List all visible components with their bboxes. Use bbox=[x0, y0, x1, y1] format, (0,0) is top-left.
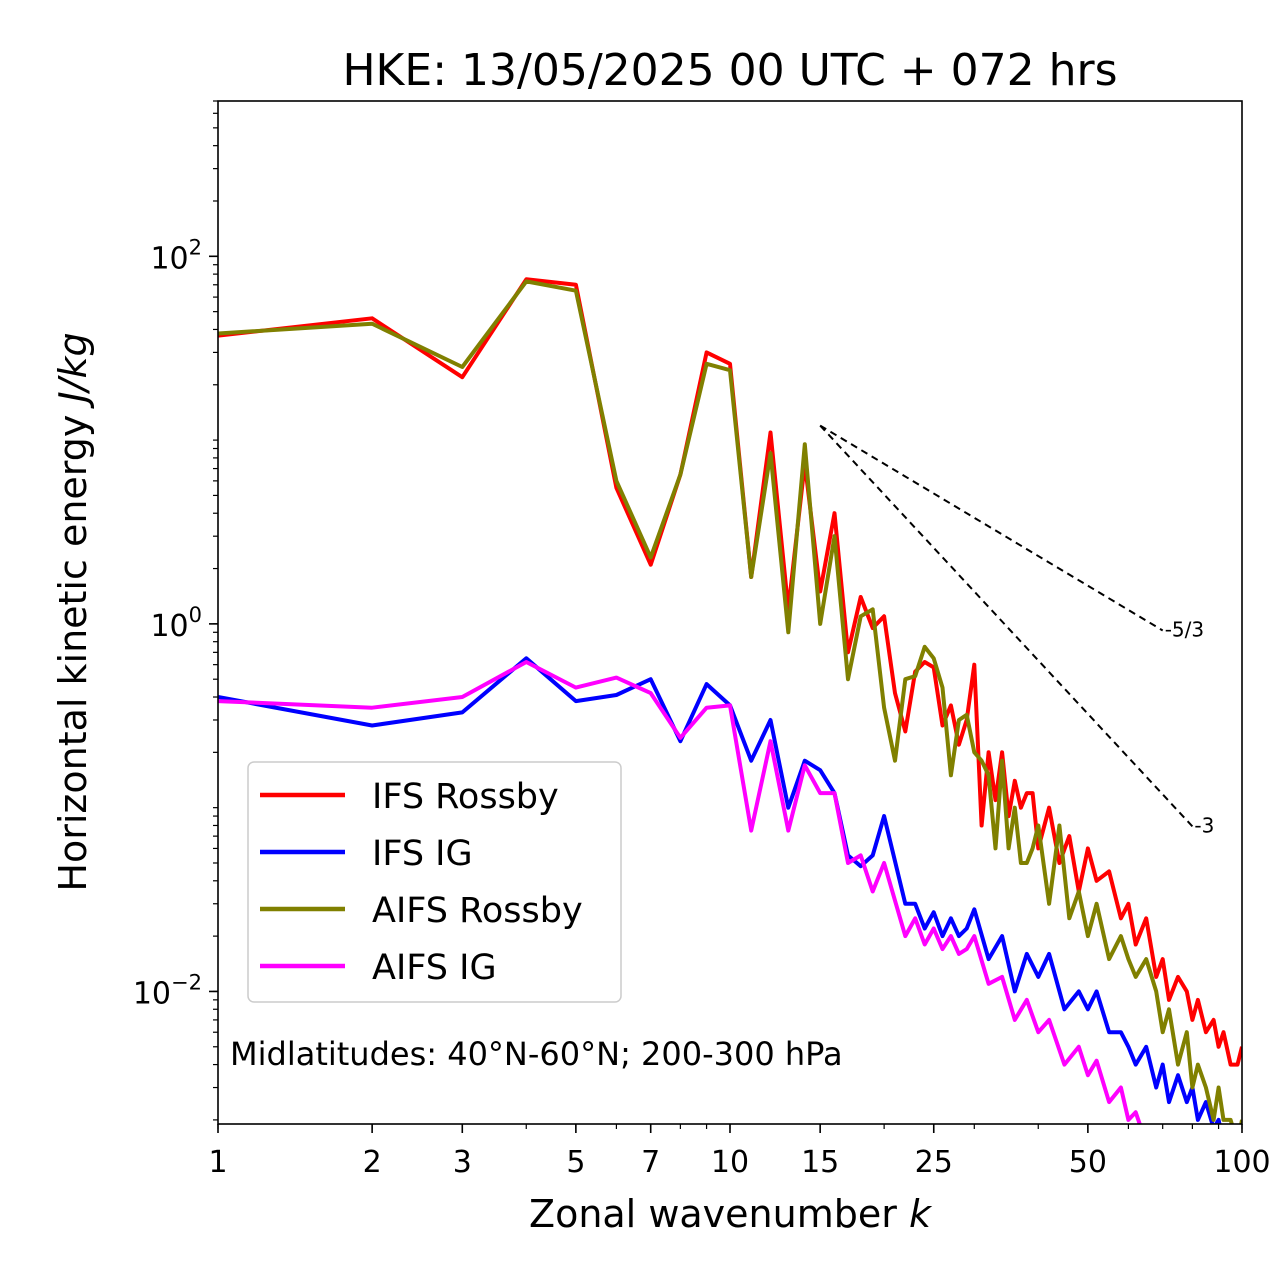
y-axis-label-main: Horizontal kinetic energy bbox=[51, 403, 95, 892]
y-tick-label: 10−2 bbox=[133, 970, 202, 1011]
y-axis-ticks: 102 100 10−2 bbox=[133, 100, 218, 1121]
x-axis-ticks: 1 2 3 5 7 10 15 25 50 100 bbox=[208, 1124, 1271, 1180]
x-axis-label-main: Zonal wavenumber bbox=[529, 1192, 909, 1236]
legend-label: IFS Rossby bbox=[372, 777, 559, 817]
y-axis-label: Horizontal kinetic energy J/kg bbox=[51, 332, 95, 891]
y-tick-label: 100 bbox=[150, 603, 202, 644]
x-tick-label: 3 bbox=[453, 1145, 472, 1180]
x-tick-label: 1 bbox=[208, 1145, 227, 1180]
legend-label: IFS IG bbox=[372, 834, 473, 874]
x-tick-label: 7 bbox=[641, 1145, 660, 1180]
legend-label: AIFS Rossby bbox=[372, 891, 583, 931]
reference-line-label: -3 bbox=[1194, 813, 1214, 837]
series-line bbox=[218, 277, 1242, 1067]
x-tick-label: 15 bbox=[801, 1145, 839, 1180]
x-tick-label: 100 bbox=[1213, 1145, 1270, 1180]
legend-items: IFS Rossby IFS IG AIFS Rossby AIFS IG bbox=[260, 777, 583, 988]
region-annotation: Midlatitudes: 40°N-60°N; 200-300 hPa bbox=[230, 1035, 843, 1073]
y-tick-label: 102 bbox=[150, 235, 202, 276]
legend-box bbox=[247, 761, 622, 1003]
x-tick-label: 5 bbox=[566, 1145, 585, 1180]
plot-frame bbox=[217, 100, 1243, 1125]
chart-title: HKE: 13/05/2025 00 UTC + 072 hrs bbox=[342, 45, 1117, 96]
series-line bbox=[218, 656, 1222, 1124]
x-tick-label: 50 bbox=[1069, 1145, 1107, 1180]
x-tick-label: 25 bbox=[915, 1145, 953, 1180]
reference-line-label: -5/3 bbox=[1165, 617, 1204, 641]
x-tick-label: 10 bbox=[711, 1145, 749, 1180]
series-line bbox=[218, 660, 1142, 1124]
series-line bbox=[218, 279, 1242, 1124]
x-tick-label: 2 bbox=[363, 1145, 382, 1180]
series-lines bbox=[218, 277, 1242, 1124]
reference-slope-labels: -5/3 -3 bbox=[1165, 617, 1215, 837]
legend: IFS Rossby IFS IG AIFS Rossby AIFS IG bbox=[247, 761, 622, 1003]
x-axis-label: Zonal wavenumber k bbox=[529, 1192, 933, 1236]
x-axis-label-variable: k bbox=[909, 1192, 933, 1236]
reference-slope-lines bbox=[819, 424, 1194, 828]
y-axis-label-unit: J/kg bbox=[51, 332, 95, 409]
reference-line bbox=[819, 424, 1164, 632]
legend-label: AIFS IG bbox=[372, 948, 497, 988]
